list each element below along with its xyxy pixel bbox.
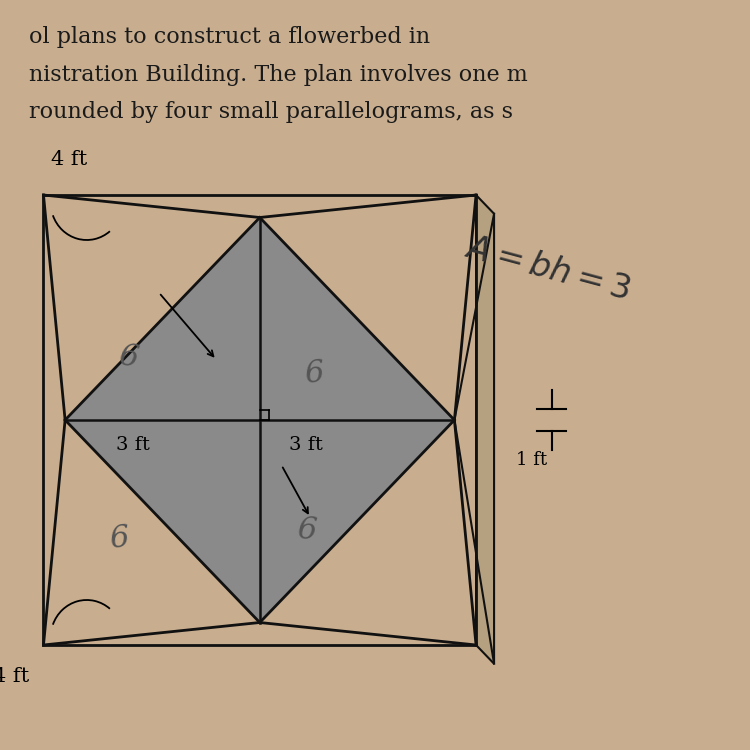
Text: 3 ft: 3 ft bbox=[116, 436, 149, 454]
Text: 6: 6 bbox=[116, 340, 140, 374]
Text: 4 ft: 4 ft bbox=[0, 668, 29, 686]
Text: 6: 6 bbox=[296, 514, 318, 547]
Polygon shape bbox=[65, 217, 454, 622]
Text: nistration Building. The plan involves one m: nistration Building. The plan involves o… bbox=[29, 64, 528, 86]
Text: 4 ft: 4 ft bbox=[51, 150, 87, 169]
Text: ol plans to construct a flowerbed in: ol plans to construct a flowerbed in bbox=[29, 26, 430, 48]
Text: 6: 6 bbox=[108, 522, 130, 554]
Polygon shape bbox=[476, 195, 494, 664]
Text: $A=bh=3$: $A=bh=3$ bbox=[461, 232, 634, 307]
Text: 6: 6 bbox=[303, 357, 325, 389]
Text: 1 ft: 1 ft bbox=[516, 451, 547, 469]
Text: rounded by four small parallelograms, as s: rounded by four small parallelograms, as… bbox=[29, 101, 513, 123]
Text: 3 ft: 3 ft bbox=[289, 436, 322, 454]
